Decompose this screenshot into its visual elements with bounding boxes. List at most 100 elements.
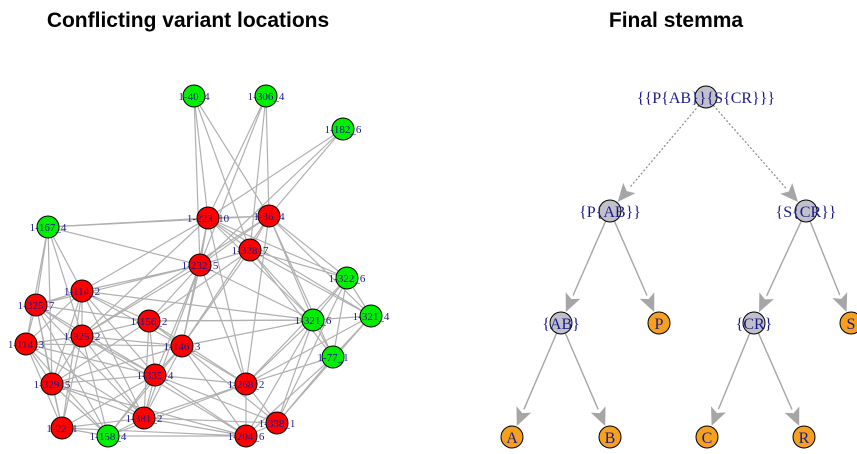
network-edge [81,217,209,292]
stemma-node-circle [598,425,622,449]
network-title: Conflicting variant locations [47,9,329,32]
network-edge [47,226,83,337]
conflict-network: 1-40_4 1-306_4 1-182_6 1-167_4 1-223_10 1-36_… [8,84,390,448]
network-edge [25,343,156,376]
network-edge [143,383,247,419]
stemma-arrowhead [759,292,774,313]
network-node-label: 1-114_2 [64,286,100,298]
network-node-circle [14,332,38,356]
network-edge [193,95,201,266]
network-edge [249,249,348,279]
stemma-node: P [647,311,671,335]
network-edge [148,264,201,322]
stemma-node: {P{AB}} [579,199,641,223]
network-node-circle [265,411,289,435]
network-node: 1-114_2 [64,279,100,303]
network-edge [47,226,83,292]
network-node: 1-325_7 [18,293,55,317]
stemma-edge [757,332,800,427]
network-edge [199,95,267,266]
stemma-arrowhead [590,406,606,426]
stemma-edge-line [809,220,841,296]
network-edge [249,249,334,358]
network-edge [181,249,251,347]
network-node-label: 1-325_2 [64,331,101,343]
network-node-circle [182,84,206,108]
network-edge [61,427,247,437]
stemma-arrowhead [617,182,636,202]
network-node-label: 1-167_4 [30,222,67,234]
stemma-node-circle [792,425,816,449]
network-edge [276,319,314,424]
network-node-label: 1-335_4 [137,370,174,382]
network-node: 1-167_4 [30,215,67,239]
network-node: 1-36_4 [253,204,285,228]
stemma-node-circle [549,311,573,335]
network-node: 1-322_6 [329,266,366,290]
stemma-node-label: {S{CR}} [776,204,837,221]
network-edge [25,343,183,347]
stemma-edge [711,332,751,426]
stemma-arrowhead [516,406,532,426]
stemma-edge [564,332,606,426]
network-node-circle [331,117,355,141]
network-edge [193,95,209,219]
network-edge [268,215,348,279]
stemma-edge-line [757,332,793,410]
network-edge [35,304,145,419]
stemma-node-circle [598,199,622,223]
network-node-circle [335,266,359,290]
network-node: 1-321_4 [353,304,390,328]
network-edge [61,417,145,429]
stemma-node: A [500,425,524,449]
stemma-node-circle [647,311,671,335]
stemma-edge-line [523,332,558,410]
stemma-node-circle [695,425,719,449]
stemma-edge-line [717,332,751,410]
network-node-circle [188,253,212,277]
network-edge [143,417,278,424]
network-node: 1-158_4 [90,424,127,448]
stemma-edge [759,220,803,313]
network-node: 1-204_6 [228,424,265,448]
network-node-circle [137,309,161,333]
network-edge [154,374,278,424]
network-node: 1-335_4 [137,363,174,387]
network-edge [245,277,348,385]
network-node-circle [50,416,74,440]
network-edge [268,128,344,217]
stemma-edge [712,104,799,202]
network-edge [47,226,201,266]
network-node-circle [238,238,262,262]
network-edge [25,226,49,345]
stemma-node: {S{CR}} [776,199,837,223]
stemma-node-circle [742,311,766,335]
network-edge [35,304,150,322]
stemma-node-label: S [847,316,856,333]
network-node-circle [234,372,258,396]
network-edge [265,95,270,217]
network-edge [47,226,53,385]
network-edge [148,319,314,322]
network-edge [51,320,150,385]
network-edge [249,249,314,321]
network-node-circle [254,84,278,108]
network-edge [47,215,270,228]
network-edge [81,335,109,437]
stemma-arrowhead [565,292,581,313]
network-node-circle [257,204,281,228]
network-node: 1-146_3 [164,334,201,358]
network-edge [207,95,267,219]
network-node: 1-114_3 [8,332,45,356]
network-node: 1-156_2 [131,309,167,333]
network-edge [51,383,145,419]
stemma-node: {{P{AB}}{S{CR}}} [637,85,775,109]
network-edge [181,319,314,347]
network-edge [276,277,348,424]
stemma-node-label: P [655,316,664,333]
stemma-edge [617,105,700,202]
network-edge [199,128,344,266]
network-node-label: 1-328_7 [232,245,269,257]
stemma-node: R [792,425,816,449]
network-node: 1-325_2 [64,324,101,348]
